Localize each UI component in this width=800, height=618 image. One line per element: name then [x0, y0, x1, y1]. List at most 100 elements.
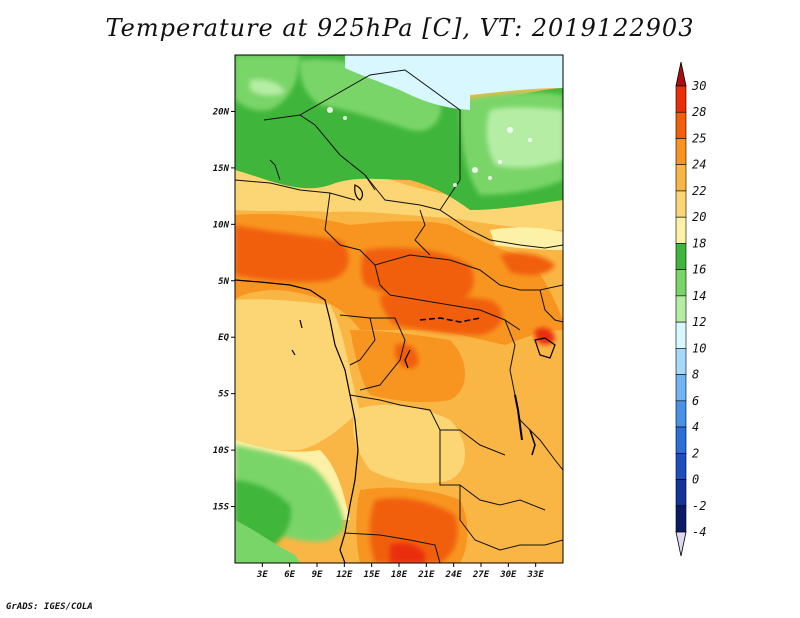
colorbar-label: 14: [692, 289, 706, 303]
colorbar-label: 30: [691, 79, 706, 93]
colorbar-label: 28: [692, 105, 706, 119]
lon-tick-label: 30E: [499, 570, 517, 580]
lat-tick-label: 20N: [212, 107, 230, 117]
lon-tick-label: 6E: [284, 570, 295, 580]
lon-tick-label: 15E: [364, 570, 381, 580]
colorbar-top-triangle: [675, 61, 687, 87]
lon-tick-label: 9E: [312, 570, 323, 580]
congo-river-spot: [404, 349, 411, 369]
field-25-28-east: [500, 253, 555, 276]
lon-tick-label: 27E: [472, 570, 490, 580]
colorbar-label: 22: [692, 184, 706, 198]
grads-credit: GrADS: IGES/COLA: [6, 602, 93, 612]
field-18-20-east: [490, 227, 563, 250]
colorbar-bin: [675, 321, 687, 349]
latitude-axis: 20N 15N 10N 5N EQ 5S 10S 15S: [212, 107, 235, 513]
congo-river: [419, 317, 481, 323]
colorbar-bin: [675, 505, 687, 533]
field-28-30-east: [535, 328, 555, 345]
colorbar-label: 18: [692, 236, 706, 250]
lat-tick-label: 5N: [218, 277, 229, 287]
lon-tick-label: 12E: [336, 570, 353, 580]
field-25-28-congo: [380, 292, 503, 335]
colorbar-bin: [675, 216, 687, 244]
coastlines: [235, 184, 556, 563]
colorbar-label: -4: [692, 525, 706, 539]
field-12-14: [486, 107, 563, 168]
field-20-22-ocean: [235, 299, 360, 451]
field-10-12-ne: [470, 55, 563, 95]
colorbar-bottom-triangle: [675, 531, 687, 557]
border-namibia: [344, 532, 441, 563]
lat-tick-label: 15N: [213, 164, 230, 174]
lon-tick-label: 24E: [445, 570, 463, 580]
colorbar-bin: [675, 348, 687, 375]
lat-tick-label: 15S: [213, 503, 230, 513]
colorbar-label: 2: [692, 446, 699, 460]
colorbar-bin: [675, 400, 687, 428]
temperature-field: [235, 55, 563, 563]
colorbar-label: 16: [692, 263, 706, 277]
colorbar-bin: [675, 164, 687, 192]
lon-tick-label: 21E: [417, 570, 435, 580]
colorbar-label: 8: [692, 368, 699, 382]
border-drc-angola: [349, 394, 506, 456]
colorbar-bin: [675, 452, 687, 480]
lat-tick-label: 10S: [213, 446, 230, 456]
colorbar-bin: [675, 138, 687, 166]
colorbar-label: 24: [692, 158, 706, 172]
colorbar-label: 25: [692, 131, 706, 145]
border-car-south: [389, 294, 521, 331]
colorbar-label: 10: [692, 341, 706, 355]
border-nigeria-north: [235, 179, 356, 201]
atlantic-coastline: [235, 279, 359, 563]
field-28-30: [390, 543, 425, 563]
border-uganda: [539, 289, 563, 323]
colorbar-label: 20: [692, 210, 706, 224]
border-congo: [359, 317, 406, 391]
colorbar-bin: [675, 295, 687, 323]
field-12-14-nw: [250, 79, 285, 96]
colorbar-bin: [675, 190, 687, 218]
border-chad-car: [414, 209, 431, 256]
lake-malawi: [529, 429, 536, 456]
border-gabon: [339, 314, 376, 366]
colorbar-label: -2: [692, 499, 706, 513]
border-libya-chad: [299, 69, 461, 211]
lon-tick-label: 18E: [391, 570, 408, 580]
field-25-28-west: [235, 225, 349, 283]
border-car-north: [374, 254, 563, 291]
country-borders: [235, 69, 563, 563]
colorbar-label: 0: [692, 473, 699, 487]
colorbar-bin: [675, 479, 687, 507]
border-zambia: [439, 430, 546, 511]
lon-tick-label: 3E: [256, 570, 268, 580]
border-zimbabwe: [459, 485, 563, 551]
border-chad-sudan: [364, 174, 563, 249]
lat-tick-label: 10N: [213, 220, 230, 230]
islands: [291, 319, 303, 356]
lake-chad: [354, 184, 364, 201]
field-14-16-swcorner: [235, 520, 300, 563]
lat-tick-label: 5S: [218, 390, 229, 400]
colorbar-bin: [675, 426, 687, 454]
colorbar-label: 12: [692, 315, 706, 329]
colorbar-label: 6: [692, 394, 699, 408]
lake-tanganyika: [514, 394, 523, 441]
field-25-28-car: [361, 247, 474, 305]
longitude-axis: 3E 6E 9E 12E 15E 18E 21E 24E 27E 30E 33E: [256, 563, 544, 580]
field-10-12: [345, 55, 470, 110]
lat-tick-label: EQ: [218, 333, 229, 343]
colorbar-bin: [675, 243, 687, 270]
border-cameroon: [324, 192, 391, 296]
figure-title: Temperature at 925hPa [C], VT: 201912290…: [105, 14, 695, 42]
colorbar-bin: [675, 374, 687, 402]
lake-victoria: [534, 337, 556, 359]
colorbar-bin: [675, 269, 687, 297]
desert-speckle: [327, 107, 532, 187]
field-14-16-north: [299, 59, 441, 131]
border-benin: [269, 159, 281, 181]
